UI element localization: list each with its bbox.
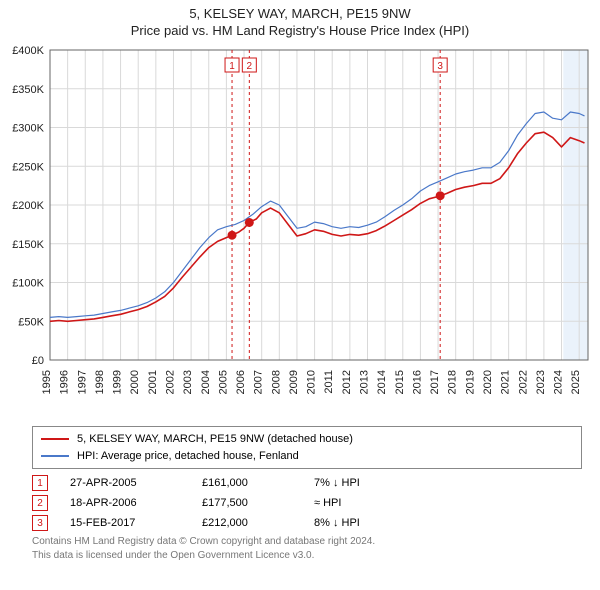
svg-text:2006: 2006	[235, 370, 247, 394]
sale-index-badge: 3	[32, 515, 48, 531]
svg-text:1: 1	[229, 61, 235, 72]
svg-text:£250K: £250K	[12, 161, 44, 173]
svg-text:2013: 2013	[359, 370, 371, 394]
svg-text:2015: 2015	[394, 370, 406, 394]
sale-index-badge: 1	[32, 475, 48, 491]
svg-text:2019: 2019	[464, 370, 476, 394]
svg-text:2021: 2021	[500, 370, 512, 394]
svg-text:£150K: £150K	[12, 239, 44, 251]
svg-text:2020: 2020	[482, 370, 494, 394]
svg-text:2017: 2017	[429, 370, 441, 394]
legend-swatch-hpi	[41, 455, 69, 457]
svg-text:1995: 1995	[41, 370, 53, 394]
sale-price: £212,000	[202, 517, 292, 529]
sale-hpi-delta: 8% ↓ HPI	[314, 517, 404, 529]
sale-hpi-delta: 7% ↓ HPI	[314, 477, 404, 489]
sale-date: 15-FEB-2017	[70, 517, 180, 529]
svg-text:2009: 2009	[288, 370, 300, 394]
legend-label: 5, KELSEY WAY, MARCH, PE15 9NW (detached…	[77, 431, 353, 448]
sale-date: 18-APR-2006	[70, 497, 180, 509]
svg-text:2024: 2024	[553, 370, 565, 394]
svg-text:1996: 1996	[59, 370, 71, 394]
svg-text:2: 2	[247, 61, 253, 72]
sale-date: 27-APR-2005	[70, 477, 180, 489]
svg-text:3: 3	[437, 61, 443, 72]
svg-text:£400K: £400K	[12, 45, 44, 57]
svg-text:£0: £0	[32, 355, 44, 367]
svg-text:1997: 1997	[76, 370, 88, 394]
legend-item: 5, KELSEY WAY, MARCH, PE15 9NW (detached…	[41, 431, 573, 448]
svg-text:2016: 2016	[411, 370, 423, 394]
sales-row: 2 18-APR-2006 £177,500 ≈ HPI	[32, 495, 582, 511]
svg-text:2011: 2011	[323, 370, 335, 394]
sales-row: 1 27-APR-2005 £161,000 7% ↓ HPI	[32, 475, 582, 491]
svg-text:2012: 2012	[341, 370, 353, 394]
sale-price: £177,500	[202, 497, 292, 509]
footer-copyright: Contains HM Land Registry data © Crown c…	[32, 535, 582, 549]
chart-title-subtitle: Price paid vs. HM Land Registry's House …	[0, 23, 600, 38]
svg-text:2000: 2000	[129, 370, 141, 394]
svg-text:£200K: £200K	[12, 200, 44, 212]
legend: 5, KELSEY WAY, MARCH, PE15 9NW (detached…	[32, 426, 582, 469]
footer-licence: This data is licensed under the Open Gov…	[32, 549, 582, 563]
svg-text:2003: 2003	[182, 370, 194, 394]
svg-text:2022: 2022	[517, 370, 529, 394]
svg-text:2002: 2002	[164, 370, 176, 394]
svg-text:2014: 2014	[376, 370, 388, 394]
sales-row: 3 15-FEB-2017 £212,000 8% ↓ HPI	[32, 515, 582, 531]
legend-label: HPI: Average price, detached house, Fenl…	[77, 448, 299, 465]
svg-text:2001: 2001	[147, 370, 159, 394]
svg-text:2004: 2004	[200, 370, 212, 394]
chart-title-address: 5, KELSEY WAY, MARCH, PE15 9NW	[0, 6, 600, 21]
legend-item: HPI: Average price, detached house, Fenl…	[41, 448, 573, 465]
svg-text:£50K: £50K	[18, 316, 44, 328]
svg-text:2007: 2007	[253, 370, 265, 394]
svg-text:£100K: £100K	[12, 278, 44, 290]
svg-text:2005: 2005	[217, 370, 229, 394]
svg-text:2025: 2025	[570, 370, 582, 394]
sale-index-badge: 2	[32, 495, 48, 511]
svg-text:£300K: £300K	[12, 123, 44, 135]
sale-hpi-delta: ≈ HPI	[314, 497, 404, 509]
svg-text:2010: 2010	[306, 370, 318, 394]
sale-price: £161,000	[202, 477, 292, 489]
svg-text:2018: 2018	[447, 370, 459, 394]
footer: Contains HM Land Registry data © Crown c…	[32, 535, 582, 562]
svg-text:1998: 1998	[94, 370, 106, 394]
svg-text:£350K: £350K	[12, 84, 44, 96]
chart-area: £0 £50K £100K £150K £200K £250K £300K £350K £400…	[0, 40, 600, 420]
svg-text:2008: 2008	[270, 370, 282, 394]
legend-swatch-property	[41, 438, 69, 440]
svg-text:2023: 2023	[535, 370, 547, 394]
svg-text:1999: 1999	[112, 370, 124, 394]
sales-table: 1 27-APR-2005 £161,000 7% ↓ HPI 2 18-APR…	[32, 475, 582, 531]
